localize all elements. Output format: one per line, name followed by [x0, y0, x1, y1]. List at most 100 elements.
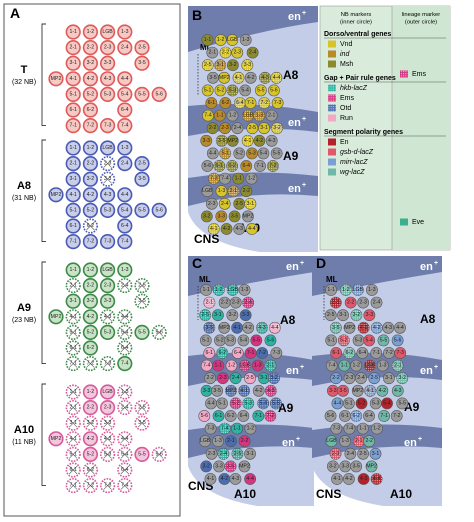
neuroblast-cell: 1-1 — [357, 422, 369, 435]
neuroblast-cell: 7-2 — [267, 160, 279, 172]
neuroblast: 2-4 — [117, 400, 133, 416]
svg-text:Ems: Ems — [340, 95, 355, 102]
neuroblast-cell: LGB — [226, 284, 239, 296]
svg-text:6-1: 6-1 — [69, 107, 77, 113]
svg-text:1-2: 1-2 — [87, 389, 95, 395]
neuroblast: 3-5 — [134, 293, 150, 309]
svg-text:2-2: 2-2 — [87, 405, 95, 411]
svg-text:2-1: 2-1 — [394, 363, 402, 369]
neuroblast-cell: 2-1 — [329, 296, 342, 309]
neuroblast: 2-3 — [99, 39, 116, 56]
neuroblast: 5-6 — [151, 202, 167, 218]
svg-text:4-2: 4-2 — [87, 314, 95, 320]
neuroblast-cell: 2-5 — [368, 372, 381, 385]
neuroblast-cell: 3-2 — [200, 460, 213, 473]
panel-b-a9: A9 — [283, 149, 299, 163]
svg-text:hkb-lacZ: hkb-lacZ — [340, 85, 368, 92]
svg-text:4-4: 4-4 — [207, 400, 215, 406]
svg-text:2-2: 2-2 — [241, 438, 249, 444]
legend-group-title: Dorso/ventral genes — [324, 31, 391, 38]
svg-text:4-4: 4-4 — [373, 476, 381, 482]
segment-a8: A8 (31 NB) 1-1 1-2 LGB 1-3 2-1 2-2 2-3 2-4 2-5 3-1 3… — [12, 139, 167, 250]
neuroblast-cell: 5-5 — [270, 147, 283, 160]
neuroblast: 2-5 — [134, 39, 150, 56]
svg-text:LGB: LGB — [243, 113, 254, 119]
neuroblast-cell: 2-4 — [231, 122, 244, 135]
svg-text:5-2: 5-2 — [87, 451, 95, 457]
neuroblast-cell: 1-1 — [212, 359, 225, 372]
neuroblast-cell: 3-1 — [337, 309, 349, 322]
svg-text:2-4: 2-4 — [373, 300, 381, 306]
svg-text:2-4: 2-4 — [244, 300, 252, 306]
neuroblast-cell: 7-1 — [252, 410, 265, 422]
neuroblast: 3-2 — [82, 171, 98, 187]
svg-text:7-2: 7-2 — [258, 350, 266, 356]
neuroblast-cell: 2-2 — [240, 185, 253, 198]
svg-text:7-4: 7-4 — [204, 113, 212, 119]
neuroblast: 7-1 — [65, 234, 81, 250]
svg-text:3-1: 3-1 — [247, 201, 255, 207]
svg-text:2-4: 2-4 — [357, 375, 365, 381]
neuroblast: 1-2 — [82, 384, 98, 400]
neuroblast-cell: 1-1 — [232, 172, 245, 185]
neuroblast: 2-2 — [82, 278, 98, 294]
svg-text:4-2: 4-2 — [223, 226, 231, 232]
svg-text:7-3: 7-3 — [104, 123, 112, 129]
neuroblast-cell: 6-4 — [356, 347, 369, 359]
svg-text:3-3: 3-3 — [104, 60, 112, 66]
neuroblast-cell: 2-1 — [264, 359, 277, 372]
neuroblast: 4-3 — [99, 309, 116, 325]
neuroblast-cell: 2-2 — [218, 296, 231, 309]
neuroblast: 7-2 — [82, 356, 98, 372]
neuroblast: 4-4 — [117, 309, 133, 325]
svg-text:4-3: 4-3 — [267, 388, 275, 394]
neuroblast-cell: 2-5 — [244, 372, 256, 385]
svg-text:7-2: 7-2 — [87, 239, 95, 245]
en-stripe-label: en — [288, 117, 301, 129]
svg-text:6-4: 6-4 — [121, 107, 129, 113]
svg-text:LGB: LGB — [102, 267, 113, 273]
svg-text:4-2: 4-2 — [255, 388, 263, 394]
svg-text:1-2: 1-2 — [342, 287, 350, 293]
svg-text:2-3: 2-3 — [346, 375, 354, 381]
neuroblast-cell: 4-4 — [331, 397, 344, 410]
legend-col1-header: NB markers — [341, 12, 372, 18]
neuroblast: 5-4 — [117, 202, 133, 218]
neuroblast-cell: 4-2 — [220, 223, 233, 235]
neuroblast-cell: 1-2 — [225, 359, 238, 372]
neuroblast-cell: 7-4 — [325, 359, 338, 372]
svg-text:4-2: 4-2 — [221, 476, 229, 482]
en-stripe-label: en — [420, 365, 433, 377]
neuroblast-cell: 3-5 — [203, 321, 216, 334]
svg-text:2-2: 2-2 — [87, 161, 95, 167]
neuroblast-cell: 3-2 — [350, 309, 363, 322]
svg-text:5-5: 5-5 — [257, 87, 265, 93]
neuroblast-cell: 1-1 — [231, 422, 243, 435]
svg-text:2-3: 2-3 — [104, 45, 112, 51]
neuroblast-cell: 2-4 — [229, 372, 242, 385]
svg-text:1-1: 1-1 — [69, 267, 77, 273]
svg-text:5-3: 5-3 — [104, 207, 112, 213]
neuroblast: 4-2 — [82, 309, 98, 325]
neuroblast-cell: 5-1 — [199, 334, 212, 347]
neuroblast-cell: 1-1 — [325, 284, 338, 296]
svg-text:6-4: 6-4 — [234, 350, 242, 356]
neuroblast-cell: 7-1 — [244, 347, 257, 359]
svg-text:1-2: 1-2 — [373, 426, 381, 432]
svg-text:3-1: 3-1 — [385, 375, 393, 381]
svg-text:MP2: MP2 — [219, 325, 230, 331]
legend-item: Otd — [328, 104, 351, 112]
svg-text:5-6: 5-6 — [204, 163, 212, 169]
neuroblast-cell: 6-2 — [219, 97, 232, 109]
neuroblast: 5-1 — [65, 86, 81, 102]
svg-text:4-2: 4-2 — [87, 192, 95, 198]
svg-text:6-4: 6-4 — [121, 223, 129, 229]
neuroblast: 1-1 — [65, 24, 81, 40]
svg-text:3-3: 3-3 — [341, 463, 349, 469]
neuroblast-cell: 4-2 — [370, 321, 383, 334]
en-stripe-label: en — [288, 11, 301, 23]
neuroblast-cell: 3-3 — [213, 460, 225, 473]
neuroblast: 6-4 — [117, 102, 133, 118]
neuroblast-cell: 7-1 — [370, 347, 383, 359]
neuroblast: 5-2 — [82, 324, 98, 341]
